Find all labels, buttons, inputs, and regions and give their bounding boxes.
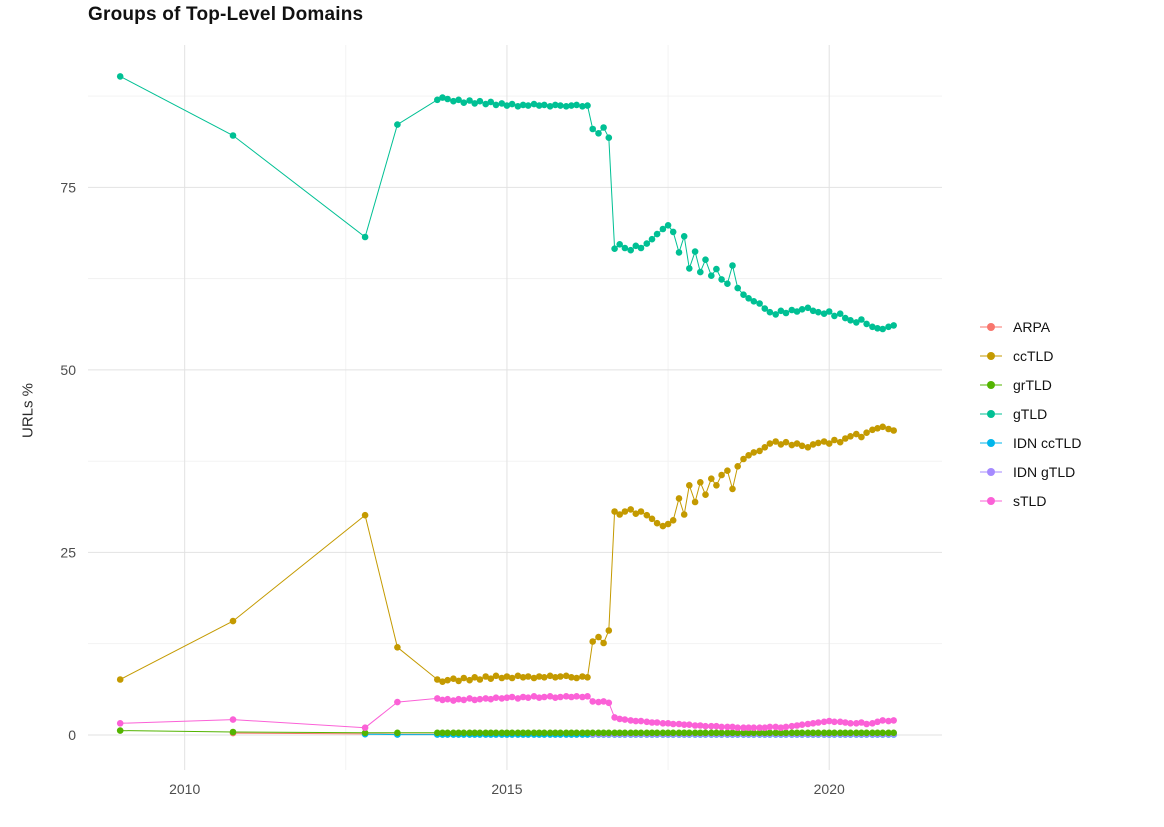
legend-item-label: IDN ccTLD bbox=[1013, 434, 1082, 451]
series-grtld bbox=[116, 727, 897, 737]
legend-key-icon bbox=[980, 380, 1002, 389]
legend-key-icon bbox=[980, 322, 1002, 331]
legend-item-label: IDN gTLD bbox=[1013, 463, 1076, 480]
legend-key-icon bbox=[980, 351, 1002, 360]
legend-item-label: grTLD bbox=[1013, 376, 1052, 393]
series-cctld bbox=[116, 423, 897, 685]
series-stld bbox=[116, 693, 897, 731]
svg-text:75: 75 bbox=[60, 179, 76, 195]
legend-item-cctld: ccTLD bbox=[978, 341, 1081, 370]
legend-item-label: sTLD bbox=[1013, 492, 1047, 509]
gridlines-major bbox=[88, 45, 942, 770]
legend-item-gtld: gTLD bbox=[978, 399, 1081, 428]
legend-item-label: ccTLD bbox=[1013, 347, 1054, 364]
svg-text:25: 25 bbox=[60, 544, 76, 560]
legend-item-label: gTLD bbox=[1013, 405, 1048, 422]
legend-item-arpa: ARPA bbox=[978, 312, 1081, 341]
legend-item-idn-cctld: IDN ccTLD bbox=[978, 428, 1081, 457]
x-tick-labels: 2010 2015 2020 bbox=[169, 781, 845, 797]
svg-text:2020: 2020 bbox=[814, 781, 845, 797]
svg-text:50: 50 bbox=[60, 362, 76, 378]
svg-text:0: 0 bbox=[68, 727, 76, 743]
legend-item-idn-gtld: IDN gTLD bbox=[978, 457, 1081, 486]
series-gtld bbox=[116, 73, 897, 333]
legend-item-grtld: grTLD bbox=[978, 370, 1081, 399]
svg-text:2010: 2010 bbox=[169, 781, 200, 797]
chart-title: Groups of Top-Level Domains bbox=[88, 4, 364, 25]
legend-key-icon bbox=[980, 438, 1002, 447]
gridlines-minor bbox=[88, 45, 942, 770]
legend-key-icon bbox=[980, 496, 1002, 505]
y-tick-labels: 0 25 50 75 bbox=[60, 179, 76, 743]
legend: ARPA ccTLD grTLD gTLD IDN ccTLD IDN gTLD sTLD bbox=[978, 312, 1081, 515]
legend-key-icon bbox=[980, 409, 1002, 418]
legend-item-stld: sTLD bbox=[978, 486, 1081, 515]
legend-item-label: ARPA bbox=[1013, 318, 1051, 335]
svg-text:2015: 2015 bbox=[491, 781, 522, 797]
legend-key-icon bbox=[980, 467, 1002, 476]
